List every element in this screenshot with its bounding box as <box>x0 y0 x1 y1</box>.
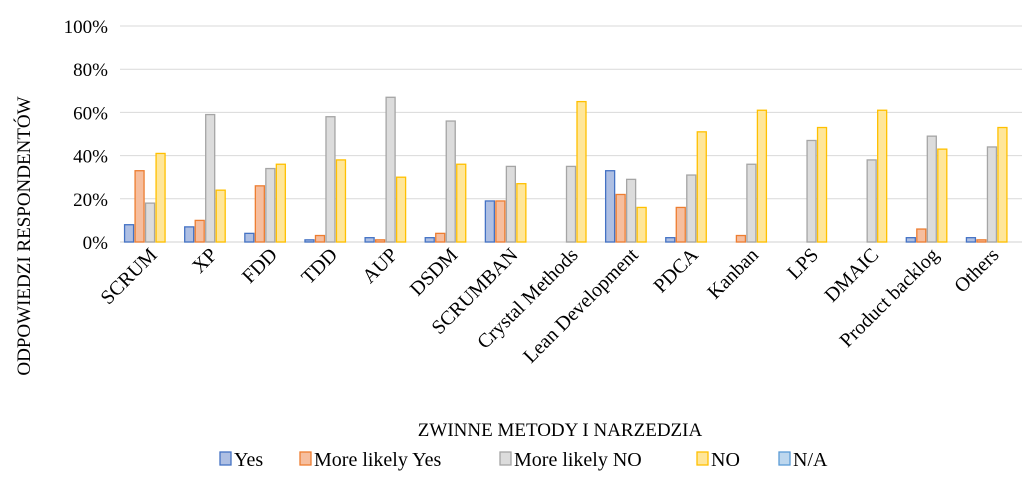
bar-no-aup <box>395 176 407 243</box>
bar-more-likely-yes-dsdm <box>435 232 446 243</box>
bar-yes-aup <box>364 237 375 243</box>
bar-yes-others <box>965 237 977 243</box>
y-axis-ticks: 0% 20% 40% 60% 80% 100% <box>64 17 109 254</box>
bar-more-likely-no-fdd <box>265 167 276 243</box>
bar-no-crystal-methods <box>576 100 587 243</box>
y-tick-label: 60% <box>73 103 108 124</box>
bar-more-likely-yes-others <box>976 239 987 243</box>
bar-more-likely-no-product-backlog <box>926 135 937 243</box>
bar-no-tdd <box>335 159 347 243</box>
x-axis-title: ZWINNE METODY I NARZEDZIA <box>418 420 703 441</box>
legend-label: More likely NO <box>514 449 642 471</box>
legend-swatch <box>778 451 791 466</box>
bar-no-others <box>997 126 1008 243</box>
bars <box>123 96 1008 243</box>
legend-label: NO <box>711 449 740 471</box>
bar-more-likely-no-pdca <box>686 174 697 243</box>
bar-more-likely-no-kanban <box>746 163 757 243</box>
bar-more-likely-no-others <box>986 146 998 243</box>
legend-label: Yes <box>234 449 263 471</box>
x-category-label: DSDM <box>406 244 463 301</box>
bar-yes-scrum <box>123 224 135 243</box>
y-tick-label: 20% <box>73 190 108 211</box>
bar-yes-lean-development <box>604 170 616 243</box>
bar-more-likely-yes-kanban <box>735 234 747 243</box>
y-tick-label: 80% <box>73 60 108 81</box>
x-category-label: PDCA <box>650 244 704 298</box>
legend-swatch <box>696 451 709 466</box>
bar-no-dsdm <box>456 163 467 243</box>
bar-yes-scrumban <box>484 200 496 243</box>
bar-more-likely-no-scrumban <box>505 165 517 243</box>
bar-no-scrum <box>155 152 166 243</box>
legend: Yes More likely Yes More likely NO NO N/A <box>219 449 828 471</box>
bar-more-likely-no-lean-development <box>625 178 637 243</box>
x-category-label: XP <box>188 244 222 278</box>
bar-yes-pdca <box>665 237 676 243</box>
legend-swatch <box>299 451 312 466</box>
bar-more-likely-no-scrum <box>144 202 156 243</box>
bar-yes-tdd <box>304 239 315 243</box>
bar-yes-xp <box>184 226 195 243</box>
x-category-label: Kanban <box>703 244 763 304</box>
bar-no-lean-development <box>636 206 647 243</box>
bar-no-kanban <box>756 109 768 243</box>
bar-more-likely-no-aup <box>385 96 396 243</box>
bar-more-likely-no-dmaic <box>866 159 877 243</box>
bar-more-likely-yes-scrum <box>134 170 145 243</box>
bar-more-likely-yes-aup <box>374 239 386 243</box>
x-category-label: TDD <box>297 244 342 289</box>
x-category-label: Others <box>950 244 1003 297</box>
bar-no-xp <box>215 189 226 243</box>
bar-more-likely-no-tdd <box>325 116 336 243</box>
bar-no-lps <box>816 126 828 243</box>
y-tick-label: 100% <box>64 17 109 38</box>
legend-label: More likely Yes <box>314 449 441 471</box>
bar-no-product-backlog <box>937 148 948 243</box>
bar-more-likely-yes-xp <box>194 219 205 243</box>
x-category-label: FDD <box>238 244 282 288</box>
y-axis-title: ODPOWIEDZI RESPONDENTÓW <box>13 96 35 375</box>
bar-more-likely-no-crystal-methods <box>565 165 577 243</box>
bar-more-likely-no-dsdm <box>445 120 456 243</box>
bar-more-likely-yes-pdca <box>675 206 686 243</box>
bar-yes-product-backlog <box>905 237 916 243</box>
bar-no-scrumban <box>516 183 527 243</box>
bar-more-likely-no-xp <box>205 113 216 243</box>
bar-yes-dsdm <box>424 237 435 243</box>
bar-more-likely-yes-lean-development <box>615 193 626 243</box>
bar-more-likely-no-lps <box>806 139 817 243</box>
bar-no-fdd <box>275 163 286 243</box>
y-tick-label: 40% <box>73 147 108 168</box>
x-category-label: AUP <box>358 244 402 288</box>
x-category-label: LPS <box>783 244 823 284</box>
bar-no-pdca <box>696 131 707 243</box>
bar-more-likely-yes-scrumban <box>495 200 506 243</box>
bar-more-likely-yes-fdd <box>254 185 265 243</box>
bar-more-likely-yes-product-backlog <box>916 228 927 243</box>
legend-label: N/A <box>793 449 828 471</box>
legend-swatch <box>219 451 232 466</box>
y-tick-label: 0% <box>83 233 109 254</box>
x-category-label: Lean Development <box>519 244 643 368</box>
legend-swatch <box>499 451 512 466</box>
bar-more-likely-yes-tdd <box>314 234 326 243</box>
bar-yes-fdd <box>244 232 255 243</box>
bar-no-dmaic <box>877 109 888 243</box>
